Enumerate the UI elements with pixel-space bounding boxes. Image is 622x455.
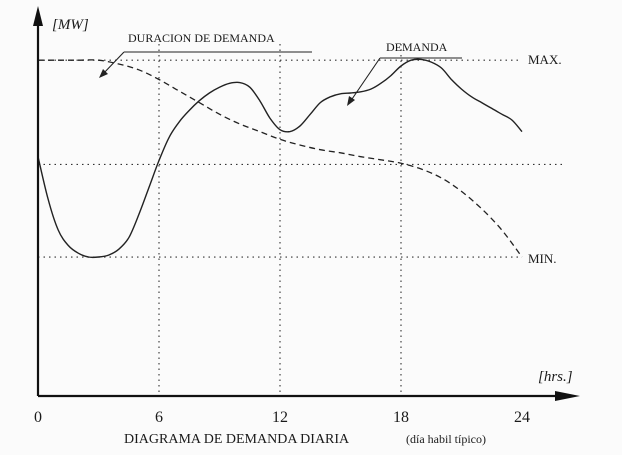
chart-title: DIAGRAMA DE DEMANDA DIARIA (124, 432, 350, 447)
y-axis-label: [MW] (52, 17, 89, 33)
duration-label-arrowhead (99, 69, 108, 78)
chart-subtitle: (día habil típico) (406, 432, 486, 446)
duration-curve-line (37, 59, 523, 258)
y-axis-arrow (33, 6, 43, 26)
demand-label-arrowhead (347, 96, 355, 106)
reference-label-min: MIN. (528, 251, 557, 266)
duration-curve-label: DURACION DE DEMANDA (128, 31, 275, 45)
x-tick-label-24: 24 (514, 409, 530, 426)
grid-layer (38, 44, 562, 392)
demand-label-leader (349, 57, 381, 103)
duration-label-leader (101, 51, 125, 76)
demand-curve-line (37, 58, 523, 259)
label-layer: 0 6 12 18 24 [MW] [hrs.] MAX. MIN. DURACION DE DE… (34, 17, 573, 447)
series-layer (37, 58, 523, 259)
x-axis-arrow (555, 391, 580, 401)
x-tick-label-18: 18 (393, 409, 409, 426)
demand-curve-label: DEMANDA (386, 40, 448, 54)
x-tick-label-12: 12 (272, 409, 288, 426)
x-tick-label-0: 0 (34, 409, 42, 426)
x-tick-label-6: 6 (155, 409, 163, 426)
axis-layer (33, 6, 580, 401)
reference-label-max: MAX. (528, 52, 562, 67)
x-axis-label: [hrs.] (538, 369, 573, 385)
